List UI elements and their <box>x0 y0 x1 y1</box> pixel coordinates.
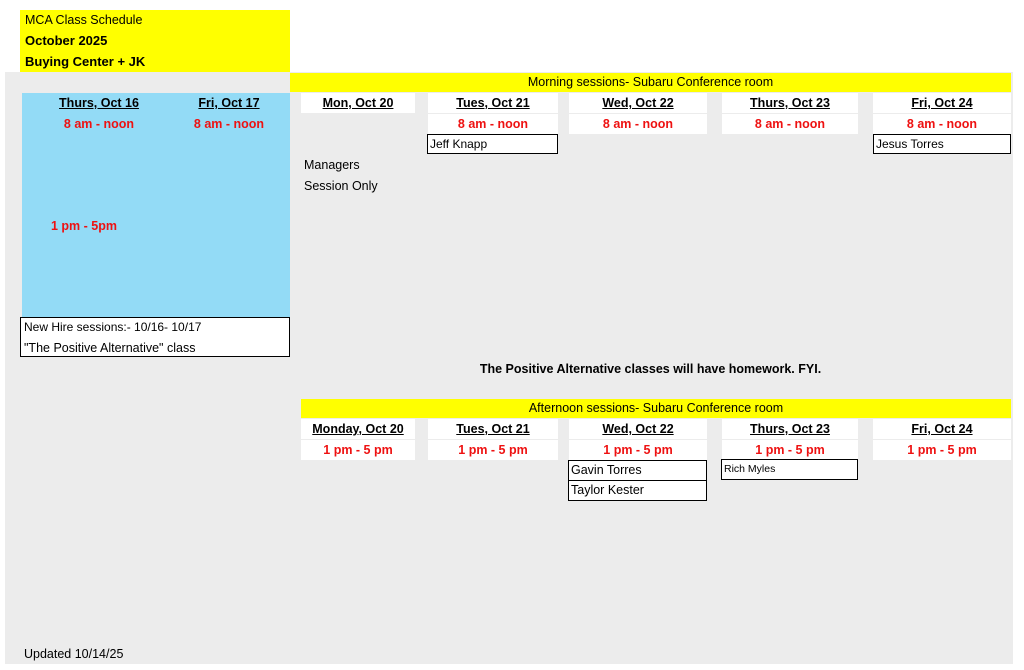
new-hire-note-line1: New Hire sessions:- 10/16- 10/17 <box>24 320 202 334</box>
header-month: October 2025 <box>25 33 108 48</box>
header-title: MCA Class Schedule <box>25 13 143 27</box>
afternoon-time-mon: 1 pm - 5 pm <box>301 440 415 460</box>
afternoon-time-tues: 1 pm - 5 pm <box>428 440 558 460</box>
afternoon-attendee-wed-2: Taylor Kester <box>568 480 707 501</box>
morning-day-wed: Wed, Oct 22 <box>569 93 707 113</box>
afternoon-day-wed: Wed, Oct 22 <box>569 419 707 439</box>
header-subtitle: Buying Center + JK <box>25 54 146 69</box>
new-hire-time-thurs: 8 am - noon <box>63 117 135 131</box>
morning-day-mon: Mon, Oct 20 <box>301 93 415 113</box>
afternoon-day-fri: Fri, Oct 24 <box>873 419 1011 439</box>
managers-note-line1: Managers <box>304 158 360 172</box>
afternoon-time-wed: 1 pm - 5 pm <box>569 440 707 460</box>
afternoon-day-thurs: Thurs, Oct 23 <box>722 419 858 439</box>
morning-time-thurs: 8 am - noon <box>722 114 858 134</box>
homework-note: The Positive Alternative classes will ha… <box>479 362 822 376</box>
new-hire-note-line2: "The Positive Alternative" class <box>24 341 196 355</box>
new-hire-block <box>22 93 290 317</box>
afternoon-day-tues: Tues, Oct 21 <box>428 419 558 439</box>
afternoon-attendee-thurs: Rich Myles <box>721 459 858 480</box>
managers-note-line2: Session Only <box>304 179 378 193</box>
morning-day-thurs: Thurs, Oct 23 <box>722 93 858 113</box>
afternoon-sessions-band: Afternoon sessions- Subaru Conference ro… <box>301 399 1011 418</box>
morning-sessions-band: Morning sessions- Subaru Conference room <box>290 73 1011 92</box>
new-hire-day-thurs: Thurs, Oct 16 <box>59 96 139 110</box>
afternoon-time-thurs: 1 pm - 5 pm <box>722 440 858 460</box>
updated-footer: Updated 10/14/25 <box>24 647 124 661</box>
new-hire-day-fri: Fri, Oct 17 <box>198 96 260 110</box>
afternoon-attendee-wed-1: Gavin Torres <box>568 460 707 481</box>
morning-day-fri: Fri, Oct 24 <box>873 93 1011 113</box>
header-block <box>20 10 290 72</box>
morning-attendee-fri: Jesus Torres <box>873 134 1011 154</box>
new-hire-time-fri: 8 am - noon <box>193 117 265 131</box>
morning-time-tues: 8 am - noon <box>428 114 558 134</box>
new-hire-note-box <box>20 317 290 357</box>
morning-day-tues: Tues, Oct 21 <box>428 93 558 113</box>
new-hire-afternoon-time: 1 pm - 5pm <box>51 219 117 233</box>
morning-attendee-tues: Jeff Knapp <box>427 134 558 154</box>
afternoon-time-fri: 1 pm - 5 pm <box>873 440 1011 460</box>
morning-time-fri: 8 am - noon <box>873 114 1011 134</box>
morning-time-wed: 8 am - noon <box>569 114 707 134</box>
afternoon-day-mon: Monday, Oct 20 <box>301 419 415 439</box>
